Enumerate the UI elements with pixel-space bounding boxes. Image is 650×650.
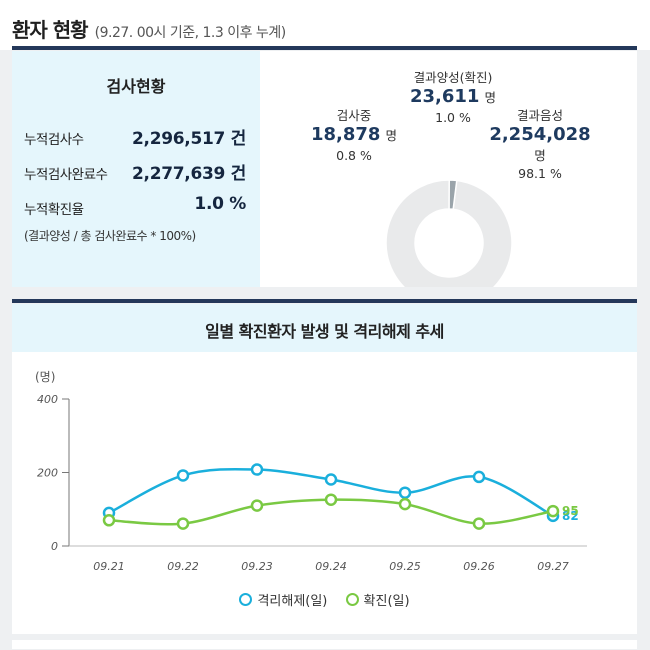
positive-percent: 1.0 % (435, 110, 471, 125)
release-legend-label: 격리해제(일) (257, 594, 328, 609)
x-tick-label: 09.25 (389, 560, 421, 573)
x-tick-label: 09.21 (93, 560, 125, 573)
positivity-formula: (결과양성 / 총 검사완료수 * 100%) (24, 229, 196, 243)
y-tick-label: 200 (37, 467, 58, 480)
x-tick-label: 09.27 (537, 560, 569, 573)
legend-item-confirmed[interactable]: 확진(일) (345, 590, 410, 609)
confirmed-point[interactable] (546, 504, 560, 518)
positive-data-label: 결과양성(확진) 23,611 명 1.0 % (398, 67, 508, 125)
negative-unit: 명 (534, 148, 546, 163)
result-donut-chart (385, 179, 513, 287)
confirmed-last-value-label: 95 (562, 504, 579, 518)
pending-percent: 0.8 % (336, 148, 372, 163)
test-result-panel: 결과양성(확진) 23,611 명 1.0 % 검사중 18,878 명 0.8… (260, 51, 637, 287)
positive-value: 23,611 (409, 86, 480, 107)
daily-trend-header: 일별 확진환자 발생 및 격리해제 추세 (12, 304, 637, 352)
header-rule (12, 46, 637, 50)
confirmed-point[interactable] (324, 493, 338, 506)
positivity-rate-label: 누적확진율 (24, 202, 84, 218)
donut-slice-pending[interactable] (448, 179, 458, 211)
x-tick-label: 09.22 (167, 560, 199, 573)
release-point[interactable] (472, 470, 486, 484)
pending-unit: 명 (385, 128, 398, 143)
x-tick-label: 09.23 (241, 560, 273, 573)
y-axis-unit: (명) (35, 370, 56, 384)
legend-item-release[interactable]: 격리해제(일) (239, 590, 327, 609)
page-title: 환자 현황 (12, 18, 89, 42)
confirmed-point[interactable] (472, 517, 486, 530)
release-point[interactable] (176, 469, 190, 482)
cumulative-tests-value: 2,296,517 건 (132, 129, 246, 149)
negative-name: 결과음성 (516, 108, 563, 123)
negative-value: 2,254,028 (489, 124, 591, 145)
test-status-panel: 검사현황 누적검사수 2,296,517 건 누적검사완료수 2,277,639… (12, 51, 260, 287)
y-tick-label: 400 (37, 393, 58, 406)
negative-data-label: 결과음성 2,254,028 명 98.1 % (485, 105, 595, 181)
negative-percent: 98.1 % (518, 166, 562, 181)
x-tick-label: 09.26 (463, 560, 495, 573)
confirmed-point[interactable] (250, 499, 264, 512)
positivity-rate-value: 1.0 % (194, 194, 246, 214)
daily-trend-line-chart: 0 200 400 09.21 09.22 09.23 09.24 09.25 09.26 09.… (37, 393, 587, 573)
pending-name: 검사중 (336, 108, 372, 123)
release-point[interactable] (250, 463, 264, 476)
positive-name: 결과양성(확진) (413, 70, 493, 85)
x-tick-label: 09.24 (315, 560, 347, 573)
release-last-value-label: 82 (562, 509, 579, 523)
test-status-title: 검사현황 (106, 77, 166, 96)
next-section-edge (12, 640, 637, 649)
donut-slice-negative[interactable] (385, 179, 513, 287)
pending-value: 18,878 (310, 124, 381, 145)
completed-tests-value: 2,277,639 건 (132, 164, 246, 184)
confirmed-legend-label: 확진(일) (363, 594, 410, 609)
page-header: 환자 현황 (9.27. 00시 기준, 1.3 이후 누계) (12, 14, 286, 43)
positive-unit: 명 (484, 90, 497, 105)
release-point[interactable] (398, 486, 412, 499)
y-tick-label: 0 (51, 540, 58, 553)
chart-section-rule (12, 299, 637, 303)
completed-tests-label: 누적검사완료수 (24, 167, 108, 183)
confirmed-point[interactable] (176, 517, 190, 530)
release-point[interactable] (324, 473, 338, 486)
confirmed-point[interactable] (398, 497, 412, 511)
cumulative-tests-label: 누적검사수 (24, 132, 84, 148)
release-legend-marker (239, 593, 253, 606)
pending-data-label: 검사중 18,878 명 0.8 % (304, 105, 404, 163)
daily-trend-panel: 일별 확진환자 발생 및 격리해제 추세 (명) 0 200 400 09.21 09.… (12, 304, 637, 634)
daily-trend-title: 일별 확진환자 발생 및 격리해제 추세 (205, 322, 444, 341)
page-subtitle: (9.27. 00시 기준, 1.3 이후 누계) (94, 25, 287, 41)
confirmed-point[interactable] (102, 514, 116, 527)
chart-legend: 격리해제(일) 확진(일) (12, 590, 637, 610)
confirmed-legend-marker (345, 593, 359, 606)
